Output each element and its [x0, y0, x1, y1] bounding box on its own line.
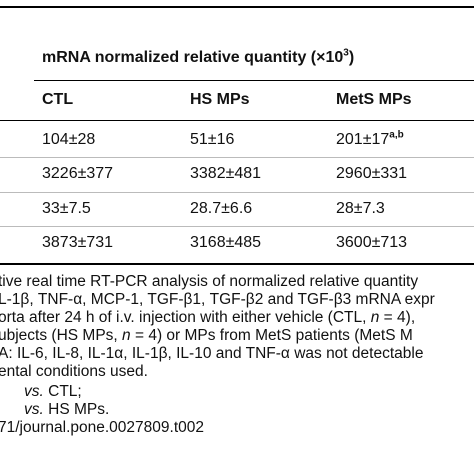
superscript: a,b	[389, 129, 404, 141]
column-header: CTL	[42, 91, 74, 108]
text-segment: tive real time RT-PCR analysis of normal…	[0, 273, 419, 290]
table-cell: 51±16	[190, 131, 235, 148]
footnote-line: vs. HS MPs.	[24, 401, 109, 419]
table-cell: 3873±731	[42, 234, 114, 251]
table-cell: 28±7.3	[336, 200, 385, 217]
table-cell: 3382±481	[190, 165, 262, 182]
text-segment: CTL;	[43, 383, 82, 400]
group-header: mRNA normalized relative quantity (×103)	[42, 47, 355, 67]
footnote-line: A: IL-6, IL-8, IL-1α, IL-1β, IL-10 and T…	[0, 345, 423, 363]
footnote-line: L-1β, TNF-α, MCP-1, TGF-β1, TGF-β2 and T…	[0, 291, 435, 309]
text-segment: )	[348, 49, 355, 66]
header-rule	[0, 120, 474, 121]
table-cell: 3600±713	[336, 234, 408, 251]
bottom-rule	[0, 263, 474, 265]
footnote-line: ental conditions used.	[0, 363, 148, 381]
footnote-line: 71/journal.pone.0027809.t002	[0, 419, 204, 437]
text-segment: L-1β, TNF-α, MCP-1, TGF-β1, TGF-β2 and T…	[0, 291, 435, 308]
column-header: MetS MPs	[336, 91, 412, 108]
row-separator	[0, 226, 474, 227]
text-segment: = 4) or MPs from MetS patients (MetS M	[130, 327, 413, 344]
text-segment: vs.	[24, 401, 44, 418]
text-segment: n	[370, 309, 380, 326]
table-cell: 201±17a,b	[336, 129, 404, 149]
text-segment: orta after 24 h of i.v. injection with e…	[0, 309, 371, 326]
text-segment: HS MPs.	[43, 401, 110, 418]
table-cell: 2960±331	[336, 165, 408, 182]
text-segment: ubjects (HS MPs,	[0, 327, 123, 344]
text-segment: mRNA normalized relative quantity (×10	[42, 49, 344, 66]
table-cell: 33±7.5	[42, 200, 91, 217]
superscript: 3	[343, 47, 349, 59]
text-segment: vs.	[24, 383, 44, 400]
row-separator	[0, 192, 474, 193]
column-header: HS MPs	[190, 91, 250, 108]
group-rule	[34, 80, 474, 81]
table-cell: 104±28	[42, 131, 96, 148]
text-segment: 201±17	[336, 131, 390, 148]
table-cell: 28.7±6.6	[190, 200, 253, 217]
footnote-line: orta after 24 h of i.v. injection with e…	[0, 309, 415, 327]
text-segment: = 4),	[379, 309, 416, 326]
top-rule	[0, 6, 474, 8]
text-segment: 71/journal.pone.0027809.t002	[0, 419, 204, 436]
table-cell: 3226±377	[42, 165, 114, 182]
footnote-line: tive real time RT-PCR analysis of normal…	[0, 273, 418, 291]
table-cell: 3168±485	[190, 234, 262, 251]
footnote-line: ubjects (HS MPs, n = 4) or MPs from MetS…	[0, 327, 413, 345]
text-segment: ental conditions used.	[0, 363, 148, 380]
row-separator	[0, 157, 474, 158]
footnote-line: vs. CTL;	[24, 383, 82, 401]
text-segment: n	[122, 327, 131, 344]
text-segment: A: IL-6, IL-8, IL-1α, IL-1β, IL-10 and T…	[0, 345, 424, 362]
